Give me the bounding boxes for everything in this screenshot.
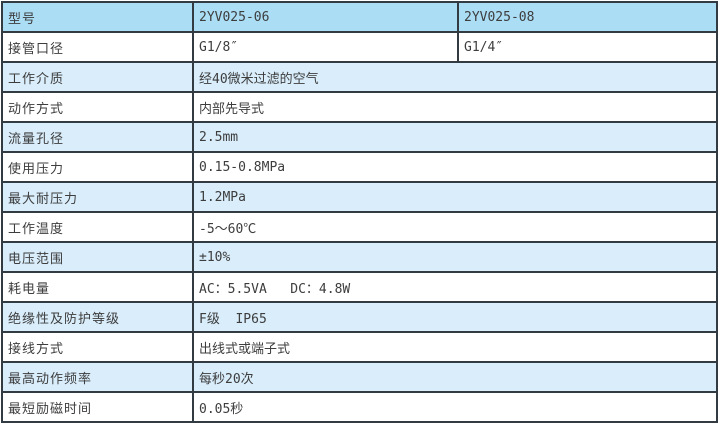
table-row: 电压范围 ±10% <box>1 241 718 273</box>
spec-value: 2YV025-06 <box>192 1 459 33</box>
spec-label: 绝缘性及防护等级 <box>1 301 194 333</box>
table-row: 型号 2YV025-06 2YV025-08 <box>1 1 718 33</box>
table-row: 接线方式 出线式或端子式 <box>1 331 718 363</box>
table-row: 流量孔径 2.5mm <box>1 121 718 153</box>
table-row: 工作温度 -5～60℃ <box>1 211 718 243</box>
spec-label: 型号 <box>1 1 194 33</box>
spec-label: 工作介质 <box>1 61 194 93</box>
spec-value: ±10% <box>192 241 718 273</box>
spec-value: 0.15-0.8MPa <box>192 151 718 183</box>
spec-value: F级 IP65 <box>192 301 718 333</box>
spec-value: 内部先导式 <box>192 91 718 123</box>
table-row: 最短励磁时间 0.05秒 <box>1 391 718 423</box>
spec-label: 工作温度 <box>1 211 194 243</box>
table-row: 绝缘性及防护等级 F级 IP65 <box>1 301 718 333</box>
spec-label: 电压范围 <box>1 241 194 273</box>
spec-label: 动作方式 <box>1 91 194 123</box>
spec-value: 出线式或端子式 <box>192 331 718 363</box>
spec-label: 最高动作频率 <box>1 361 194 393</box>
spec-table: 型号 2YV025-06 2YV025-08 接管口径 G1/8″ G1/4″ … <box>1 1 718 423</box>
table-row: 耗电量 AC：5.5VA DC：4.8W <box>1 271 718 303</box>
spec-label: 最短励磁时间 <box>1 391 194 423</box>
table-row: 动作方式 内部先导式 <box>1 91 718 123</box>
table-row: 接管口径 G1/8″ G1/4″ <box>1 31 718 63</box>
spec-value: 经40微米过滤的空气 <box>192 61 718 93</box>
table-row: 使用压力 0.15-0.8MPa <box>1 151 718 183</box>
spec-value: G1/4″ <box>457 31 718 63</box>
spec-value: 每秒20次 <box>192 361 718 393</box>
spec-value: 0.05秒 <box>192 391 718 423</box>
spec-label: 最大耐压力 <box>1 181 194 213</box>
spec-value: 1.2MPa <box>192 181 718 213</box>
table-row: 工作介质 经40微米过滤的空气 <box>1 61 718 93</box>
spec-label: 流量孔径 <box>1 121 194 153</box>
spec-value: 2YV025-08 <box>457 1 718 33</box>
spec-value: G1/8″ <box>192 31 459 63</box>
spec-label: 耗电量 <box>1 271 194 303</box>
spec-label: 接管口径 <box>1 31 194 63</box>
spec-label: 使用压力 <box>1 151 194 183</box>
table-row: 最高动作频率 每秒20次 <box>1 361 718 393</box>
spec-value: -5～60℃ <box>192 211 718 243</box>
spec-label: 接线方式 <box>1 331 194 363</box>
spec-value: AC：5.5VA DC：4.8W <box>192 271 718 303</box>
table-row: 最大耐压力 1.2MPa <box>1 181 718 213</box>
spec-value: 2.5mm <box>192 121 718 153</box>
